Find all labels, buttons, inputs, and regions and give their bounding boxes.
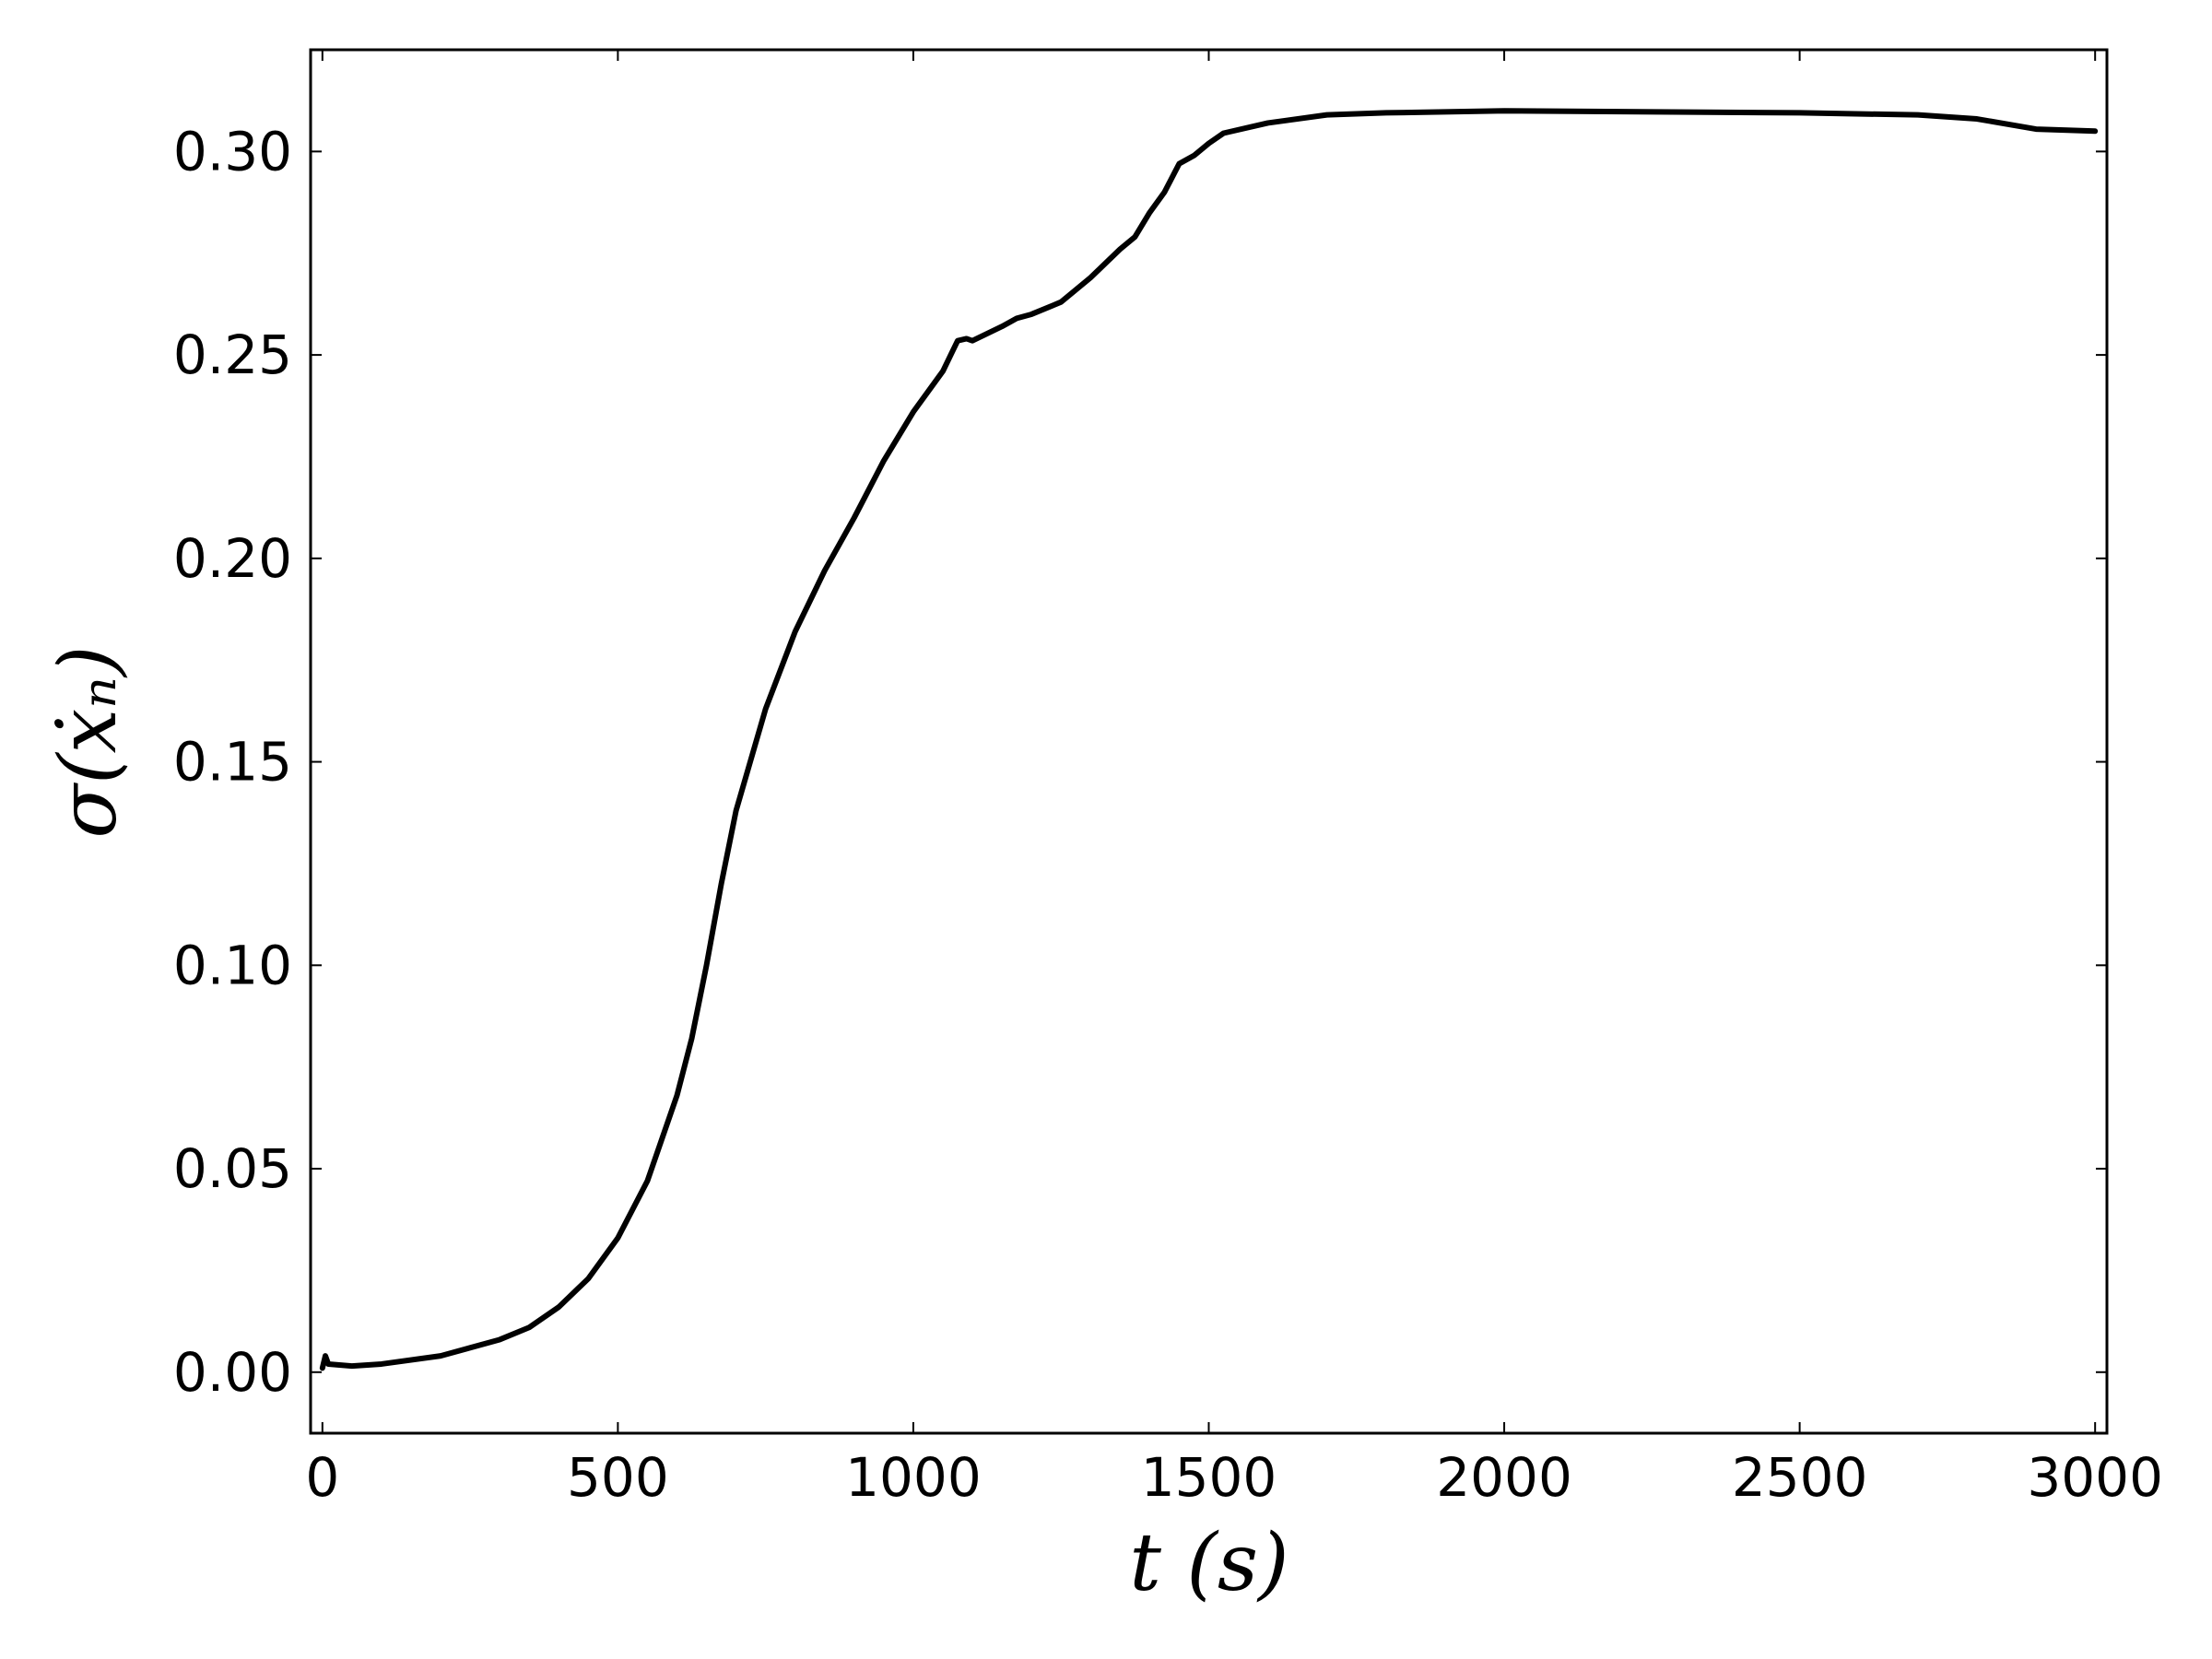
x-tick-label: 2500 [1732,1446,1868,1509]
x-tick-label: 0 [305,1446,339,1509]
plot-frame [309,48,2109,1435]
x-tick-label: 500 [567,1446,669,1509]
y-tick-label: 0.10 [173,934,292,996]
y-axis-label: σ(ẋₙ) [42,645,135,838]
y-tick-label: 0.00 [173,1341,292,1404]
x-tick-label: 1000 [845,1446,982,1509]
x-tick-label: 1500 [1141,1446,1277,1509]
line [319,108,2099,1371]
y-tick-label: 0.05 [173,1137,292,1200]
y-tick-label: 0.30 [173,120,292,182]
x-axis-label: t (s) [1129,1517,1288,1609]
x-tick-label: 2000 [1436,1446,1572,1509]
y-tick-label: 0.25 [173,324,292,386]
x-tick-label: 3000 [2027,1446,2163,1509]
y-tick-label: 0.20 [173,527,292,590]
y-tick-label: 0.15 [173,731,292,794]
